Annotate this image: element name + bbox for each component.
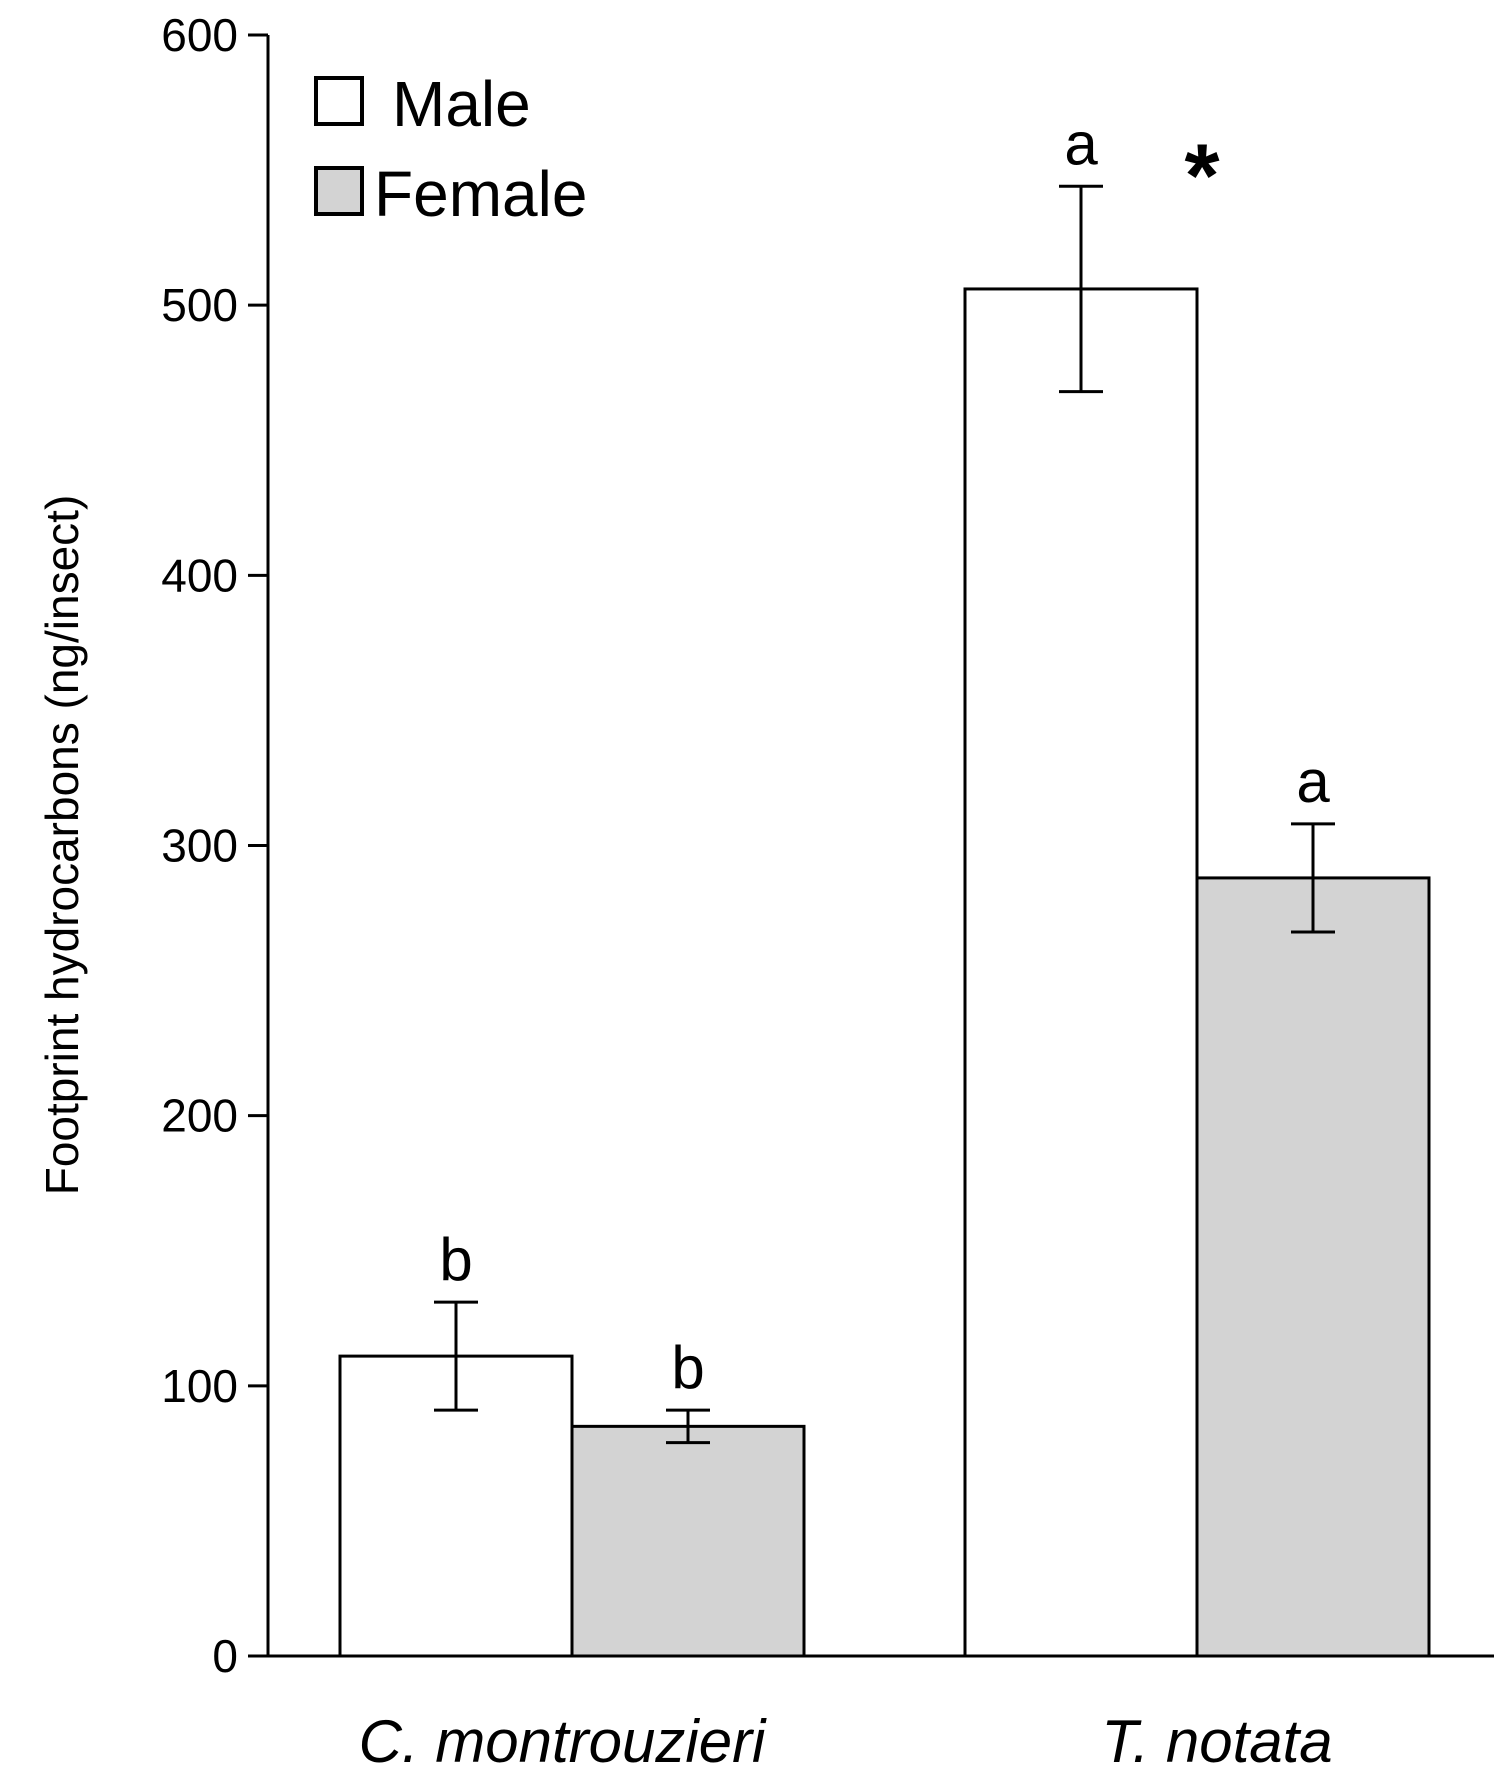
- significance-labels: b b a a *: [439, 110, 1330, 1401]
- legend-swatch-female: [314, 166, 364, 216]
- y-axis-label: Footprint hydrocarbons (ng/insect): [36, 495, 88, 1196]
- y-tick-label: 0: [212, 1630, 238, 1682]
- significance-letter: a: [1064, 110, 1098, 177]
- legend-label: Male: [392, 68, 531, 140]
- significance-letter: b: [439, 1226, 472, 1293]
- y-tick-label: 500: [161, 279, 238, 331]
- significance-asterisk: *: [1184, 126, 1219, 226]
- legend-label: Female: [374, 158, 587, 230]
- bar-female-0: [570, 1424, 806, 1658]
- y-tick-label: 200: [161, 1090, 238, 1142]
- category-labels: C. montrouzieri T. notata: [359, 1708, 1333, 1775]
- y-tick-label: 400: [161, 549, 238, 601]
- y-axis-ticks: 0 100 200 300 400 500 600: [161, 9, 268, 1682]
- bar-male-1: [963, 287, 1199, 1658]
- legend-swatch-male: [314, 76, 364, 126]
- bar-female-1: [1195, 876, 1431, 1658]
- category-label: C. montrouzieri: [359, 1708, 767, 1775]
- category-label: T. notata: [1101, 1708, 1332, 1775]
- significance-letter: a: [1296, 748, 1330, 815]
- bars: [338, 287, 1431, 1658]
- y-tick-label: 600: [161, 9, 238, 61]
- y-tick-label: 300: [161, 820, 238, 872]
- axes: [266, 35, 1494, 1658]
- legend: Male Female: [314, 68, 587, 230]
- error-bars: [434, 184, 1335, 1445]
- significance-letter: b: [671, 1334, 704, 1401]
- y-tick-label: 100: [161, 1360, 238, 1412]
